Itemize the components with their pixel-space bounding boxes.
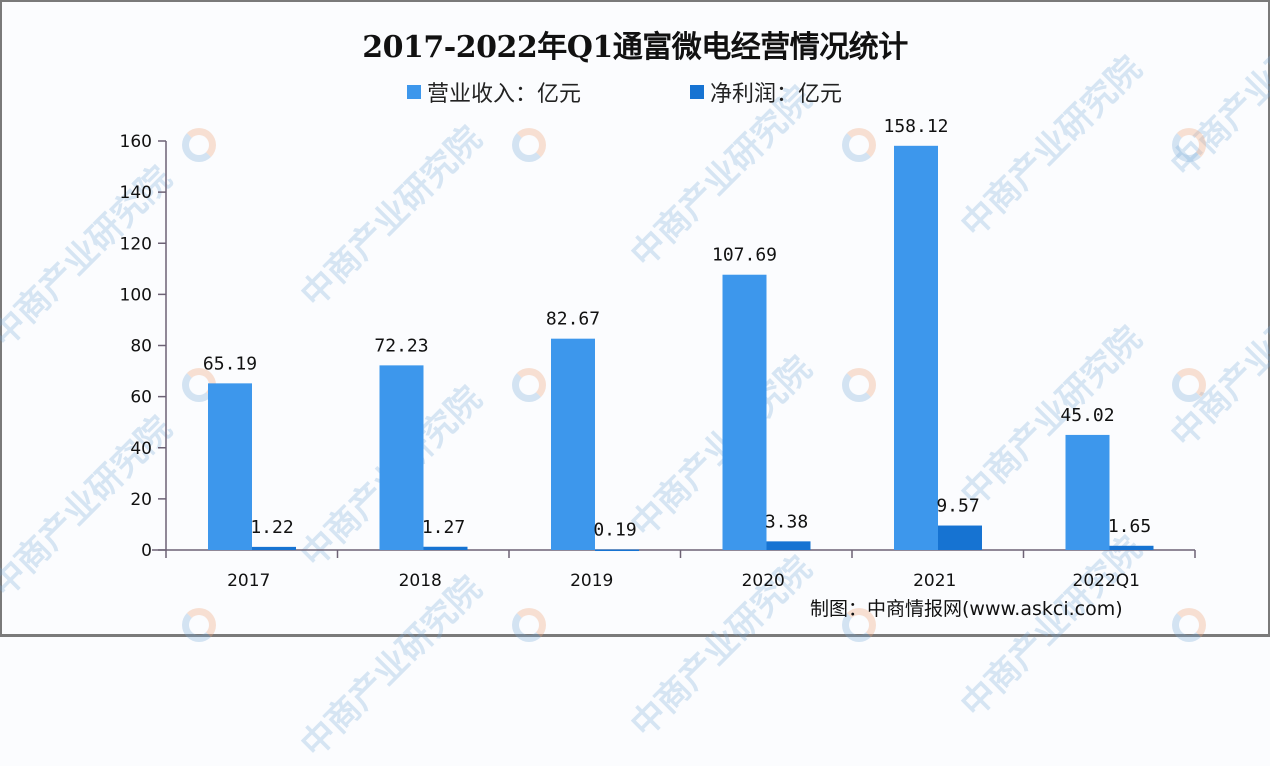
x-tick-label: 2020 [742, 571, 785, 591]
x-tick-label: 2018 [399, 571, 442, 591]
bar-revenue [379, 365, 424, 550]
x-tick-label: 2021 [913, 571, 956, 591]
source-credit: 制图：中商情报网(www.askci.com) [810, 598, 1123, 620]
legend-swatch-profit [690, 85, 704, 99]
y-tick-label: 60 [130, 388, 152, 408]
x-tick-label: 2022Q1 [1073, 571, 1140, 591]
y-tick-label: 100 [120, 285, 152, 305]
bar-profit [595, 549, 639, 552]
y-tick-label: 20 [130, 490, 152, 510]
bar-chart: 0 20 40 60 80 100 120 140 160 2017 65.19 1.22 2018 72… [120, 116, 1196, 591]
bar-profit [423, 546, 468, 550]
value-label-profit: 1.27 [422, 517, 465, 538]
y-tick-label: 160 [120, 132, 152, 152]
bar-revenue [722, 274, 767, 550]
legend-swatch-revenue [407, 85, 421, 99]
y-tick-label: 120 [120, 234, 152, 254]
value-label-profit: 3.38 [765, 511, 808, 532]
bar-profit [938, 525, 982, 550]
bar-revenue [208, 383, 252, 550]
value-label-revenue: 107.69 [712, 245, 777, 266]
legend-item-revenue: 营业收入：亿元 [407, 76, 581, 108]
value-label-revenue: 82.67 [546, 309, 600, 330]
legend-label-profit: 净利润：亿元 [710, 82, 843, 107]
value-label-revenue: 45.02 [1060, 405, 1114, 426]
y-tick-label: 80 [130, 337, 152, 357]
legend: 营业收入：亿元 净利润：亿元 [0, 76, 1270, 108]
x-tick-label: 2019 [570, 571, 613, 591]
legend-label-revenue: 营业收入：亿元 [427, 82, 582, 107]
bar-revenue [551, 338, 595, 550]
bar-profit [766, 541, 811, 550]
bar-revenue [1065, 434, 1110, 550]
bar-revenue [894, 145, 938, 550]
chart-title: 2017-2022年Q1通富微电经营情况统计 [362, 30, 908, 65]
value-label-profit: 0.19 [593, 520, 636, 541]
value-label-profit: 1.65 [1108, 516, 1151, 537]
bar-profit [1109, 545, 1154, 550]
y-tick-label: 140 [120, 183, 152, 203]
value-label-profit: 9.57 [936, 496, 979, 517]
value-label-revenue: 65.19 [203, 353, 257, 374]
value-label-profit: 1.22 [250, 517, 293, 538]
y-tick-label: 40 [130, 439, 152, 459]
value-label-revenue: 158.12 [883, 116, 948, 137]
bar-profit [252, 546, 296, 550]
value-label-revenue: 72.23 [374, 335, 428, 356]
legend-item-profit: 净利润：亿元 [690, 76, 842, 108]
y-tick-label: 0 [141, 541, 152, 561]
x-tick-label: 2017 [227, 571, 270, 591]
